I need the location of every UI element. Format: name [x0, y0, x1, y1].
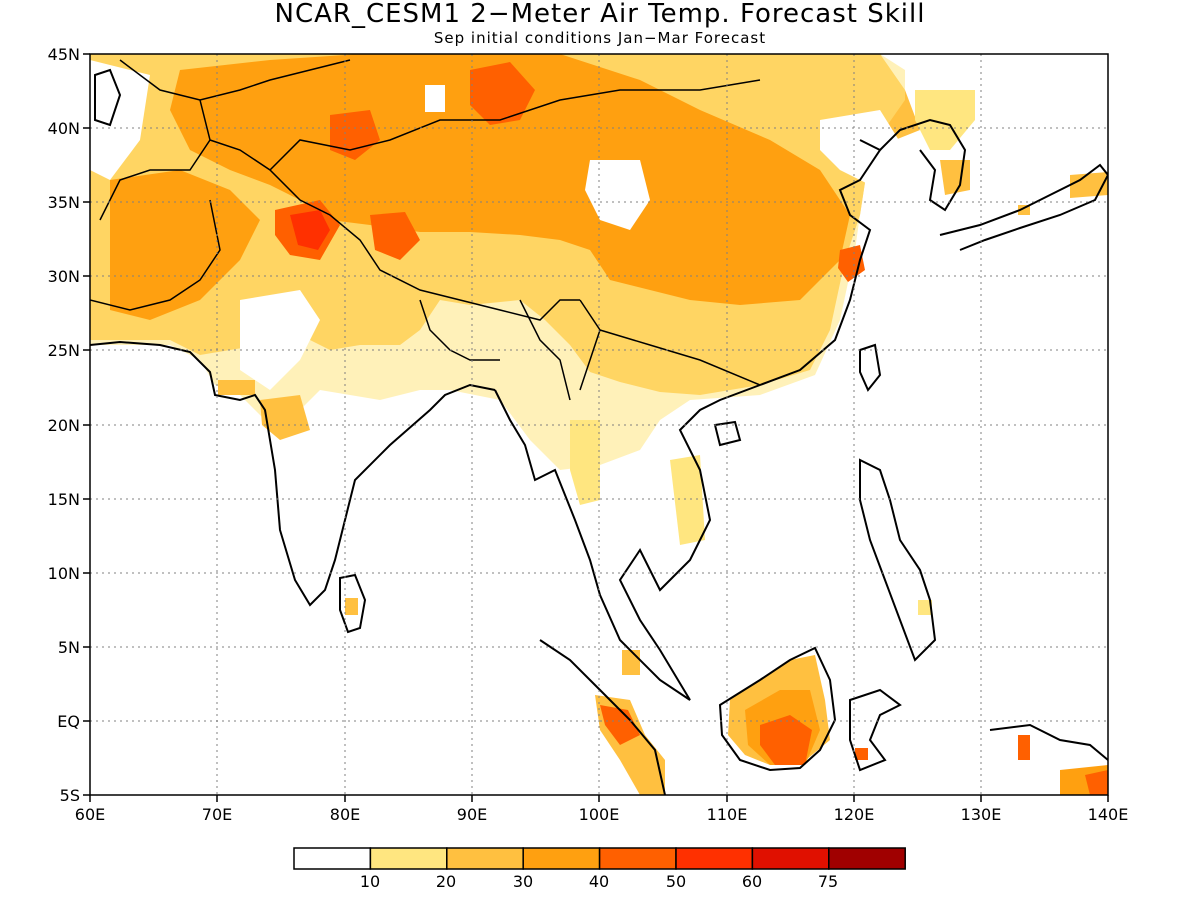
y-tick-label: 35N — [48, 193, 80, 212]
coastline-sulawesi — [849, 688, 902, 772]
colorbar-label: 75 — [818, 872, 838, 891]
y-tick-label: 10N — [48, 564, 80, 583]
colorbar-label: 40 — [589, 872, 609, 891]
shade-level-40 — [370, 212, 420, 260]
colorbar-boxes — [293, 847, 906, 870]
shade-level-10 — [915, 90, 975, 150]
y-tick-label: EQ — [57, 712, 80, 731]
colorbar-swatch — [675, 847, 754, 870]
shade-level-20 — [260, 395, 310, 440]
shade-level-30 — [110, 170, 260, 320]
coastline-india — [90, 340, 496, 607]
y-tick-label: 20N — [48, 416, 80, 435]
coastline-sumatra — [539, 639, 666, 795]
x-tick-label: 80E — [330, 805, 360, 824]
colorbar-swatch — [446, 847, 524, 870]
shade-level-40 — [855, 748, 868, 760]
shade-level-0 — [585, 160, 650, 230]
x-tick-label: 60E — [75, 805, 105, 824]
skill-shading — [90, 54, 1108, 795]
coastline-sri-lanka — [339, 573, 367, 634]
colorbar-swatch — [369, 847, 448, 870]
shade-level-40 — [1018, 735, 1030, 760]
shade-level-40 — [1085, 770, 1108, 795]
y-tick-label: 45N — [48, 45, 80, 64]
coastline-indochina — [494, 139, 882, 701]
x-tick-label: 140E — [1088, 805, 1129, 824]
colorbar-label: 20 — [436, 872, 456, 891]
colorbar-swatch — [751, 847, 830, 870]
shade-level-0 — [90, 60, 150, 180]
colorbar-swatch — [828, 847, 906, 870]
coastline-hainan — [713, 420, 742, 447]
x-tick-label: 100E — [579, 805, 620, 824]
coastline-new-guinea — [989, 723, 1108, 761]
tick-marks — [83, 53, 1109, 802]
coastline-korea — [879, 118, 967, 212]
map-subtitle: Sep initial conditions Jan−Mar Forecast — [433, 29, 767, 47]
shade-level-10 — [570, 420, 600, 505]
colorbar-swatch — [598, 847, 677, 870]
shade-level-0 — [240, 290, 320, 390]
colorbar-swatch — [522, 847, 601, 870]
colorbar-label: 50 — [666, 872, 686, 891]
shade-level-20 — [218, 380, 255, 395]
coastline-philippines — [859, 458, 937, 662]
shade-level-0 — [425, 85, 445, 112]
shade-level-40 — [330, 110, 380, 160]
shade-level-50 — [290, 210, 330, 250]
shade-level-20 — [940, 160, 970, 195]
x-tick-label: 130E — [961, 805, 1002, 824]
colorbar: 10 20 30 40 50 60 75 — [293, 847, 906, 891]
coastline-japan — [939, 163, 1108, 251]
map-title: NCAR_CESM1 2−Meter Air Temp. Forecast Sk… — [274, 0, 926, 29]
y-tick-label: 40N — [48, 119, 80, 138]
shade-level-20 — [622, 650, 640, 675]
shade-level-40 — [600, 705, 640, 745]
shade-level-40 — [838, 245, 865, 282]
y-tick-label: 5N — [58, 638, 80, 657]
y-tick-label: 5S — [60, 786, 80, 805]
x-tick-label: 120E — [834, 805, 875, 824]
colorbar-label: 60 — [742, 872, 762, 891]
coastline-taiwan — [859, 343, 882, 392]
y-tick-label: 15N — [48, 490, 80, 509]
shade-level-10 — [918, 600, 932, 615]
shade-level-10 — [670, 455, 705, 545]
shade-level-40 — [760, 715, 812, 765]
y-tick-label: 30N — [48, 267, 80, 286]
shade-level-40 — [470, 62, 535, 125]
gridlines — [90, 54, 1108, 795]
shade-level-0 — [820, 110, 905, 185]
y-tick-label: 25N — [48, 341, 80, 360]
coastline-caspian — [94, 68, 122, 127]
x-tick-label: 90E — [457, 805, 487, 824]
colorbar-label: 10 — [360, 872, 380, 891]
coastlines — [90, 59, 1108, 795]
colorbar-label: 30 — [513, 872, 533, 891]
coastline-borneo — [718, 646, 837, 772]
x-tick-label: 70E — [202, 805, 232, 824]
x-tick-label: 110E — [707, 805, 748, 824]
shade-level-20 — [345, 598, 358, 615]
colorbar-swatch — [293, 847, 372, 870]
